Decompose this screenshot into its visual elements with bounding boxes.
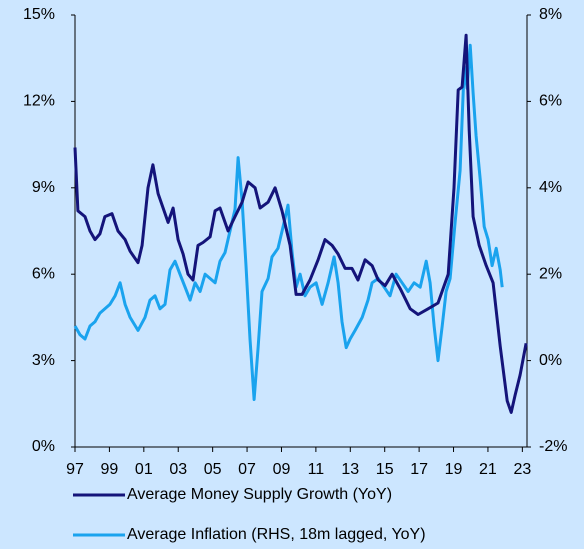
y2-tick-label: -2% (539, 438, 567, 455)
y2-tick-label: 4% (539, 179, 562, 196)
y2-tick-label: 6% (539, 93, 562, 110)
x-tick-label: 03 (169, 461, 187, 478)
y2-tick-label: 8% (539, 6, 562, 23)
y2-tick-label: 2% (539, 265, 562, 282)
y-tick-label: 9% (32, 179, 55, 196)
x-tick-label: 05 (204, 461, 222, 478)
x-tick-label: 15 (376, 461, 394, 478)
y-tick-label: 6% (32, 265, 55, 282)
y-tick-label: 12% (23, 93, 55, 110)
x-tick-label: 19 (445, 461, 463, 478)
x-tick-label: 23 (513, 461, 531, 478)
series-line (73, 33, 528, 414)
x-tick-label: 07 (238, 461, 256, 478)
y-tick-label: 3% (32, 352, 55, 369)
x-tick-label: 13 (341, 461, 359, 478)
y-tick-label: 0% (32, 438, 55, 455)
x-tick-label: 21 (479, 461, 497, 478)
y-tick-label: 15% (23, 6, 55, 23)
legend-label: Average Money Supply Growth (YoY) (127, 486, 392, 503)
legend-label: Average Inflation (RHS, 18m lagged, YoY) (127, 526, 426, 543)
x-tick-label: 01 (135, 461, 153, 478)
x-tick-label: 11 (308, 461, 325, 478)
x-tick-label: 99 (101, 461, 119, 478)
x-tick-label: 09 (273, 461, 291, 478)
x-tick-label: 97 (66, 461, 84, 478)
series-line (73, 43, 504, 401)
y2-tick-label: 0% (539, 352, 562, 369)
x-tick-label: 17 (410, 461, 428, 478)
